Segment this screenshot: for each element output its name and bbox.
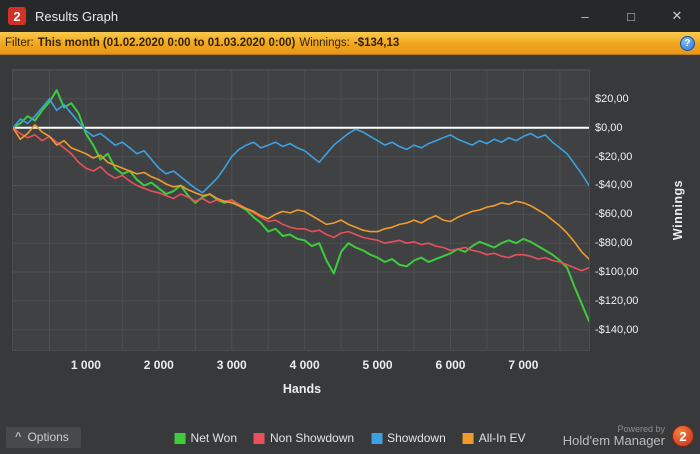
powered-by: Powered by Hold'em Manager 2 <box>563 424 694 449</box>
titlebar: 2 Results Graph – □ ✕ <box>0 0 700 32</box>
legend-item-showdown[interactable]: Showdown <box>371 431 446 445</box>
legend-swatch-icon <box>174 432 186 444</box>
y-tick-label: -$60,00 <box>595 208 633 221</box>
y-tick-label: -$40,00 <box>595 179 633 192</box>
y-tick-label: -$120,00 <box>595 294 639 307</box>
y-tick-label: -$100,00 <box>595 266 639 279</box>
chart-body: $20,00 $0,00 -$20,00 -$40,00 -$60,00 -$80,00 -… <box>0 55 700 454</box>
y-tick-label: -$140,00 <box>595 323 639 336</box>
legend-swatch-icon <box>371 432 383 444</box>
legend-item-all-in-ev[interactable]: All-In EV <box>462 431 526 445</box>
filter-range: This month (01.02.2020 0:00 to 01.03.202… <box>37 37 296 49</box>
legend-label: Net Won <box>190 431 237 445</box>
hm2-logo-icon: 2 <box>8 7 26 25</box>
x-tick-label: 6 000 <box>435 358 466 372</box>
x-tick-label: 2 000 <box>143 358 174 372</box>
help-button[interactable]: ? <box>680 35 695 51</box>
x-tick-label: 4 000 <box>289 358 320 372</box>
x-axis-title: Hands <box>282 382 322 396</box>
brand-name: Hold'em Manager <box>562 433 665 449</box>
winnings-label: Winnings: <box>299 37 350 49</box>
options-button[interactable]: ^ Options <box>6 427 81 448</box>
results-chart <box>13 70 589 350</box>
x-tick-label: 3 000 <box>216 358 247 372</box>
powered-text: Powered by Hold'em Manager <box>563 424 665 449</box>
winnings-value: -$134,13 <box>353 37 400 49</box>
filter-bar[interactable]: Filter: This month (01.02.2020 0:00 to 0… <box>0 32 700 55</box>
legend-label: Non Showdown <box>270 431 355 445</box>
x-tick-label: 7 000 <box>508 358 539 372</box>
x-tick-label: 1 000 <box>70 358 101 372</box>
plot-area <box>12 69 590 351</box>
minimize-button[interactable]: – <box>581 8 589 24</box>
options-label: Options <box>27 430 69 444</box>
window-controls: – □ ✕ <box>562 0 700 32</box>
hm2-badge-icon: 2 <box>672 425 694 448</box>
y-tick-label: -$20,00 <box>595 150 633 163</box>
legend-swatch-icon <box>462 432 474 444</box>
legend: Net Won Non Showdown Showdown All-In EV <box>174 431 526 445</box>
y-axis-title: Winnings <box>671 179 686 241</box>
close-button[interactable]: ✕ <box>671 8 683 23</box>
filter-label: Filter: <box>5 37 34 49</box>
x-axis-ticks: 1 000 2 000 3 000 4 000 5 000 6 000 7 000 <box>13 358 591 374</box>
maximize-button[interactable]: □ <box>627 8 635 24</box>
chevron-up-icon: ^ <box>15 431 22 443</box>
y-tick-label: -$80,00 <box>595 237 633 250</box>
legend-label: All-In EV <box>478 431 526 445</box>
legend-item-net-won[interactable]: Net Won <box>174 431 237 445</box>
y-tick-label: $0,00 <box>595 121 623 134</box>
y-axis-ticks: $20,00 $0,00 -$20,00 -$40,00 -$60,00 -$80,00 -… <box>595 70 657 350</box>
window-title: Results Graph <box>35 8 119 24</box>
legend-swatch-icon <box>254 432 265 444</box>
legend-label: Showdown <box>387 431 446 445</box>
powered-by-label: Powered by <box>617 423 665 434</box>
y-tick-label: $20,00 <box>595 92 629 105</box>
legend-item-non-showdown[interactable]: Non Showdown <box>254 431 354 445</box>
y-axis-title-wrap: Winnings <box>660 70 696 350</box>
x-tick-label: 5 000 <box>362 358 393 372</box>
